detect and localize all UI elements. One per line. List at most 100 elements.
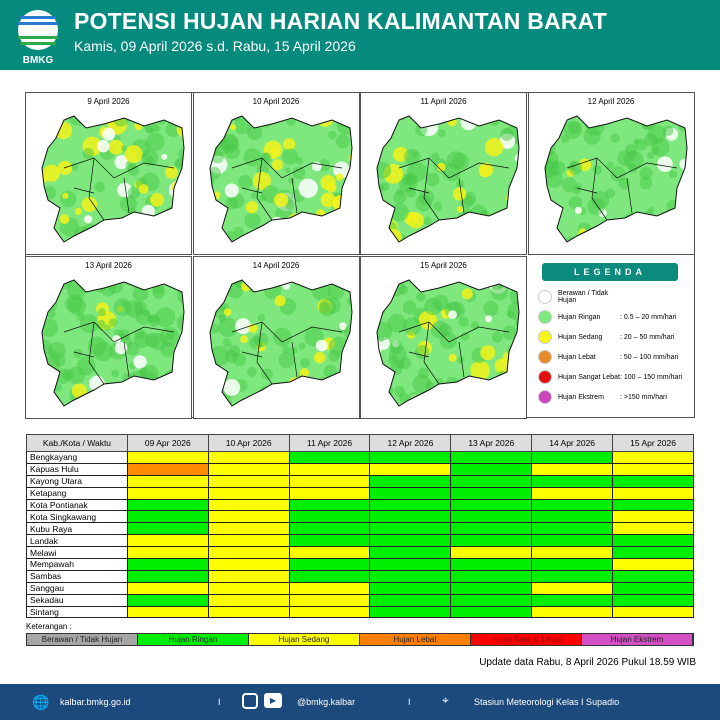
- forecast-cell: [531, 522, 614, 536]
- forecast-cell: [450, 498, 533, 512]
- legend-item: Berawan / Tidak Hujan: [538, 289, 620, 305]
- forecast-cell: [612, 593, 694, 607]
- forecast-cell: [612, 486, 694, 500]
- forecast-cell: [288, 534, 371, 548]
- table-row: Mempawah: [26, 558, 694, 571]
- forecast-cell: [126, 510, 209, 524]
- instagram-icon[interactable]: [242, 693, 258, 709]
- map-date: 11 April 2026: [420, 97, 467, 106]
- forecast-cell: [450, 462, 533, 476]
- forecast-cell: [531, 605, 614, 619]
- table-row: Sintang: [26, 605, 694, 619]
- social-handle[interactable]: @bmkg.kalbar: [297, 697, 356, 707]
- forecast-cell: [450, 522, 533, 536]
- forecast-cell: [450, 510, 533, 524]
- forecast-cell: [369, 498, 452, 512]
- forecast-cell: [531, 569, 614, 583]
- legend-item: Hujan Lebat: 50 – 100 mm/hari: [538, 349, 678, 365]
- forecast-cell: [612, 534, 694, 548]
- map-date: 13 April 2026: [85, 261, 132, 270]
- header: BMKG POTENSI HUJAN HARIAN KALIMANTAN BAR…: [0, 0, 720, 70]
- region-name: Kubu Raya: [26, 522, 128, 536]
- table-row: Kota Singkawang: [26, 510, 694, 524]
- forecast-cell: [288, 605, 371, 619]
- table-row: Melawi: [26, 546, 694, 560]
- forecast-cell: [369, 451, 452, 464]
- forecast-cell: [126, 451, 209, 464]
- forecast-cell: [288, 462, 371, 476]
- forecast-cell: [288, 486, 371, 500]
- rain-map: [208, 279, 353, 407]
- table-row: Ketapang: [26, 486, 694, 500]
- forecast-cell: [207, 474, 290, 488]
- page-subtitle: Kamis, 09 April 2026 s.d. Rabu, 15 April…: [74, 38, 356, 54]
- legend-swatch: [538, 390, 552, 404]
- forecast-cell: [612, 474, 694, 488]
- table-row: Landak: [26, 534, 694, 548]
- category-swatch: Hujan Sangat Lebat: [471, 634, 582, 645]
- forecast-cell: [450, 486, 533, 500]
- legend-swatch: [538, 290, 552, 304]
- svg-text:BMKG: BMKG: [23, 55, 54, 66]
- forecast-cell: [207, 522, 290, 536]
- legend-range: : 0.5 – 20 mm/hari: [620, 313, 677, 321]
- forecast-cell: [288, 498, 371, 512]
- table-row: Kayong Utara: [26, 474, 694, 488]
- rain-map-panel: 11 April 2026: [360, 92, 527, 255]
- forecast-cell: [288, 474, 371, 488]
- column-header: Kab./Kota / Waktu: [26, 434, 128, 452]
- region-name: Sanggau: [26, 581, 128, 595]
- column-header: 10 Apr 2026: [207, 434, 290, 452]
- forecast-cell: [450, 593, 533, 607]
- legend-range: : >150 mm/hari: [620, 393, 667, 401]
- rain-map: [41, 115, 185, 243]
- region-name: Kapuas Hulu: [26, 462, 128, 476]
- rain-map-panel: 12 April 2026: [527, 92, 695, 255]
- forecast-cell: [207, 593, 290, 607]
- rain-map: [376, 279, 520, 407]
- legend-swatch: [538, 350, 552, 364]
- forecast-cell: [369, 558, 452, 571]
- forecast-cell: [369, 569, 452, 583]
- separator: I: [408, 697, 411, 707]
- youtube-icon[interactable]: ▶: [264, 693, 282, 708]
- legend-swatch: [538, 330, 552, 344]
- forecast-cell: [531, 486, 614, 500]
- legend-range: : 50 – 100 mm/hari: [620, 353, 679, 361]
- forecast-cell: [288, 569, 371, 583]
- forecast-cell: [531, 462, 614, 476]
- category-swatch: Hujan Sedang: [249, 634, 360, 645]
- forecast-cell: [450, 546, 533, 560]
- forecast-cell: [450, 569, 533, 583]
- legend-swatch: [538, 370, 552, 384]
- forecast-cell: [450, 474, 533, 488]
- station-name: Stasiun Meteorologi Kelas I Supadio: [474, 697, 620, 707]
- forecast-table: Kab./Kota / Waktu 09 Apr 2026 10 Apr 2026 1…: [26, 434, 694, 619]
- forecast-cell: [126, 474, 209, 488]
- forecast-cell: [207, 546, 290, 560]
- forecast-cell: [207, 605, 290, 619]
- region-name: Sekadau: [26, 593, 128, 607]
- forecast-cell: [612, 451, 694, 464]
- forecast-cell: [126, 605, 209, 619]
- forecast-cell: [126, 462, 209, 476]
- forecast-cell: [288, 510, 371, 524]
- table-row: Sanggau: [26, 581, 694, 595]
- table-row: Kubu Raya: [26, 522, 694, 536]
- keterangan-bar: Berawan / Tidak Hujan Hujan Ringan Hujan S…: [26, 633, 694, 646]
- map-date: 12 April 2026: [587, 97, 635, 106]
- map-date: 10 April 2026: [252, 97, 300, 106]
- region-name: Bengkayang: [26, 451, 128, 464]
- legend-label: Berawan / Tidak Hujan: [558, 290, 609, 304]
- forecast-cell: [612, 462, 694, 476]
- forecast-cell: [126, 486, 209, 500]
- website-link[interactable]: kalbar.bmkg.go.id: [60, 697, 131, 707]
- table-row: Sekadau: [26, 593, 694, 607]
- table-row: Kapuas Hulu: [26, 462, 694, 476]
- forecast-cell: [207, 534, 290, 548]
- rain-map-panel: 9 April 2026: [25, 92, 192, 255]
- legend-title: LEGENDA: [542, 263, 678, 281]
- forecast-cell: [612, 581, 694, 595]
- legend-item: Hujan Ekstrem: >150 mm/hari: [538, 389, 667, 405]
- forecast-cell: [531, 534, 614, 548]
